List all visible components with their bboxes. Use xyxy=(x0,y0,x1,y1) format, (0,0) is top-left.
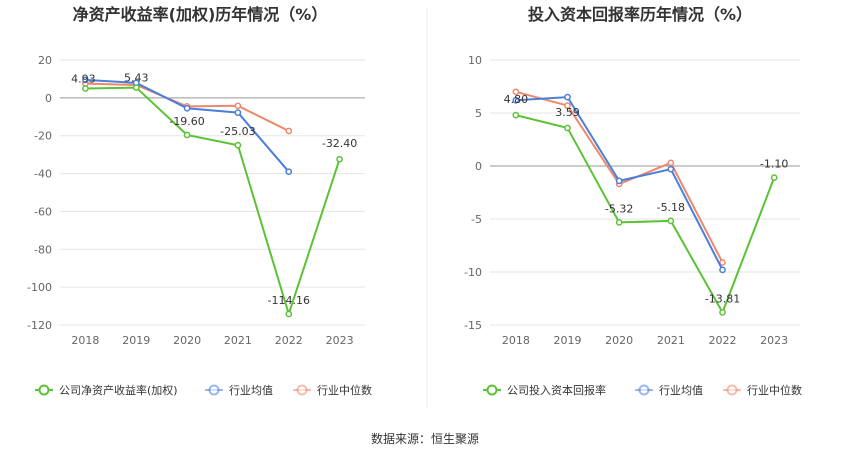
data-label: 5.43 xyxy=(124,72,149,85)
legend-label: 公司净资产收益率(加权) xyxy=(59,383,178,397)
y-tick-label: -15 xyxy=(464,319,482,332)
data-point xyxy=(615,177,623,185)
data-point xyxy=(564,124,571,132)
legend-marker xyxy=(208,384,220,396)
chart-1: 净资产收益率(加权)历年情况（%） 20 0 -20 -40 -60 -80 -100 -120… xyxy=(27,5,372,397)
data-point xyxy=(234,109,242,116)
data-point xyxy=(770,174,778,182)
data-point xyxy=(719,266,726,274)
legend-label: 行业均值 xyxy=(659,384,703,397)
data-point xyxy=(564,93,571,101)
x-tick-label: 2023 xyxy=(326,334,354,347)
legend-label: 行业中位数 xyxy=(747,383,802,397)
legend-item: 行业均值 xyxy=(635,384,703,397)
data-label: 4.93 xyxy=(71,73,96,86)
y-tick-label: -40 xyxy=(34,168,52,181)
series-line xyxy=(85,86,341,318)
data-label: 3.59 xyxy=(555,106,580,119)
series-line xyxy=(515,114,776,315)
legend-marker xyxy=(38,384,50,396)
x-tick-label: 2019 xyxy=(122,334,150,347)
data-label: -25.03 xyxy=(220,125,255,138)
chart-2: 投入资本回报率历年情况（%） 10 5 0 -5 -10 -15 2018 2019 2020 20… xyxy=(464,5,802,397)
legend-item: 行业中位数 xyxy=(293,383,372,397)
x-tick-label: 2023 xyxy=(760,334,788,347)
y-tick-label: 10 xyxy=(468,54,482,67)
data-point xyxy=(667,165,675,173)
y-tick-label: -60 xyxy=(34,205,52,218)
data-label: -5.18 xyxy=(657,201,685,214)
data-point xyxy=(512,96,520,104)
legend-marker xyxy=(638,384,650,396)
data-label: -114.16 xyxy=(268,294,310,307)
legend-label: 公司投入资本回报率 xyxy=(507,383,606,397)
x-tick-label: 2018 xyxy=(71,334,99,347)
legend-item: 公司净资产收益率(加权) xyxy=(35,383,178,397)
x-tick-label: 2018 xyxy=(502,334,530,347)
data-label: -5.32 xyxy=(605,202,633,215)
data-point xyxy=(719,309,726,316)
y-tick-label: 20 xyxy=(38,54,52,67)
legend-marker xyxy=(726,384,738,396)
y-tick-label: -20 xyxy=(34,130,52,143)
legend-marker xyxy=(296,384,308,396)
legend-marker xyxy=(486,384,498,396)
data-point xyxy=(132,84,140,91)
legend-item: 行业均值 xyxy=(205,384,273,397)
data-point xyxy=(564,102,571,109)
data-point xyxy=(285,127,293,135)
data-label: -13.81 xyxy=(705,292,740,305)
x-tick-label: 2021 xyxy=(224,334,252,347)
data-point xyxy=(234,102,242,110)
x-tick-label: 2021 xyxy=(657,334,685,347)
chart-title: 投入资本回报率历年情况（%） xyxy=(528,5,752,24)
data-point xyxy=(615,219,623,226)
y-tick-label: -10 xyxy=(464,266,482,279)
data-point xyxy=(183,131,191,139)
y-tick-label: 0 xyxy=(45,92,52,105)
chart-title: 净资产收益率(加权)历年情况（%） xyxy=(73,5,328,24)
data-label: 4.80 xyxy=(504,93,529,106)
x-tick-label: 2022 xyxy=(275,334,303,347)
data-point xyxy=(667,217,675,225)
y-tick-label: -120 xyxy=(27,319,52,332)
data-point xyxy=(512,111,520,119)
data-label: -19.60 xyxy=(169,115,204,128)
legend-label: 行业中位数 xyxy=(317,383,372,397)
y-tick-label: -80 xyxy=(34,243,52,256)
data-point xyxy=(234,141,242,149)
x-tick-label: 2020 xyxy=(605,334,633,347)
data-point xyxy=(183,104,191,112)
data-point xyxy=(667,159,675,167)
data-label: -1.10 xyxy=(760,158,788,171)
data-point xyxy=(82,85,89,92)
x-tick-label: 2019 xyxy=(554,334,582,347)
series-line xyxy=(515,90,724,263)
data-point xyxy=(285,168,293,176)
legend-label: 行业均值 xyxy=(229,384,273,397)
y-tick-label: -5 xyxy=(471,213,482,226)
legend-item: 公司投入资本回报率 xyxy=(483,383,606,397)
y-tick-label: 5 xyxy=(475,107,482,120)
x-tick-label: 2020 xyxy=(173,334,201,347)
data-point xyxy=(512,88,520,96)
data-label: -32.40 xyxy=(322,137,357,150)
legend-item: 行业中位数 xyxy=(723,383,802,397)
x-tick-label: 2022 xyxy=(709,334,737,347)
y-tick-label: -100 xyxy=(27,281,52,294)
y-tick-label: 0 xyxy=(475,160,482,173)
data-point xyxy=(285,310,293,318)
data-point xyxy=(336,155,343,163)
data-point xyxy=(719,259,726,266)
data-point xyxy=(82,76,89,84)
source-note: 数据来源：恒生聚源 xyxy=(371,431,479,446)
